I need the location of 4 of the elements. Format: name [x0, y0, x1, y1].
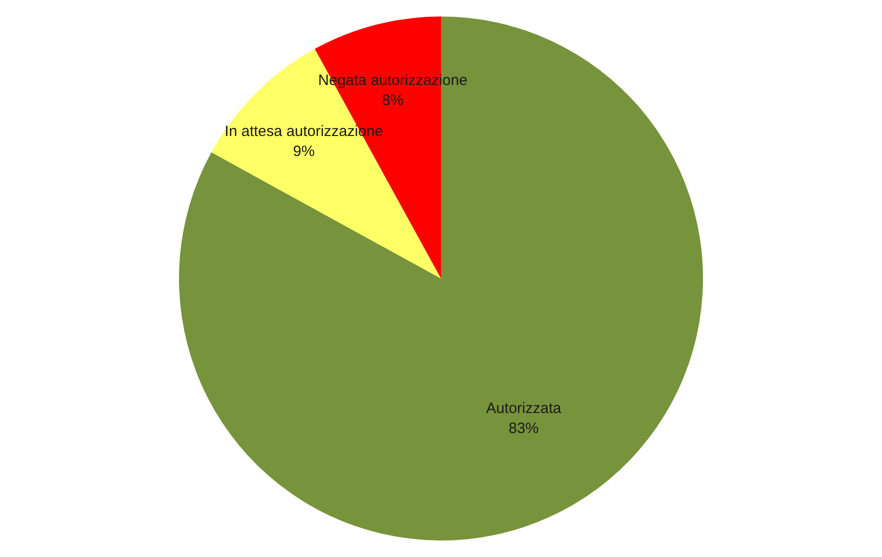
- data-label: 83%: [508, 420, 539, 437]
- data-label: 8%: [382, 92, 404, 110]
- slice-label: Autorizzata: [486, 400, 562, 417]
- data-label: 9%: [293, 142, 315, 160]
